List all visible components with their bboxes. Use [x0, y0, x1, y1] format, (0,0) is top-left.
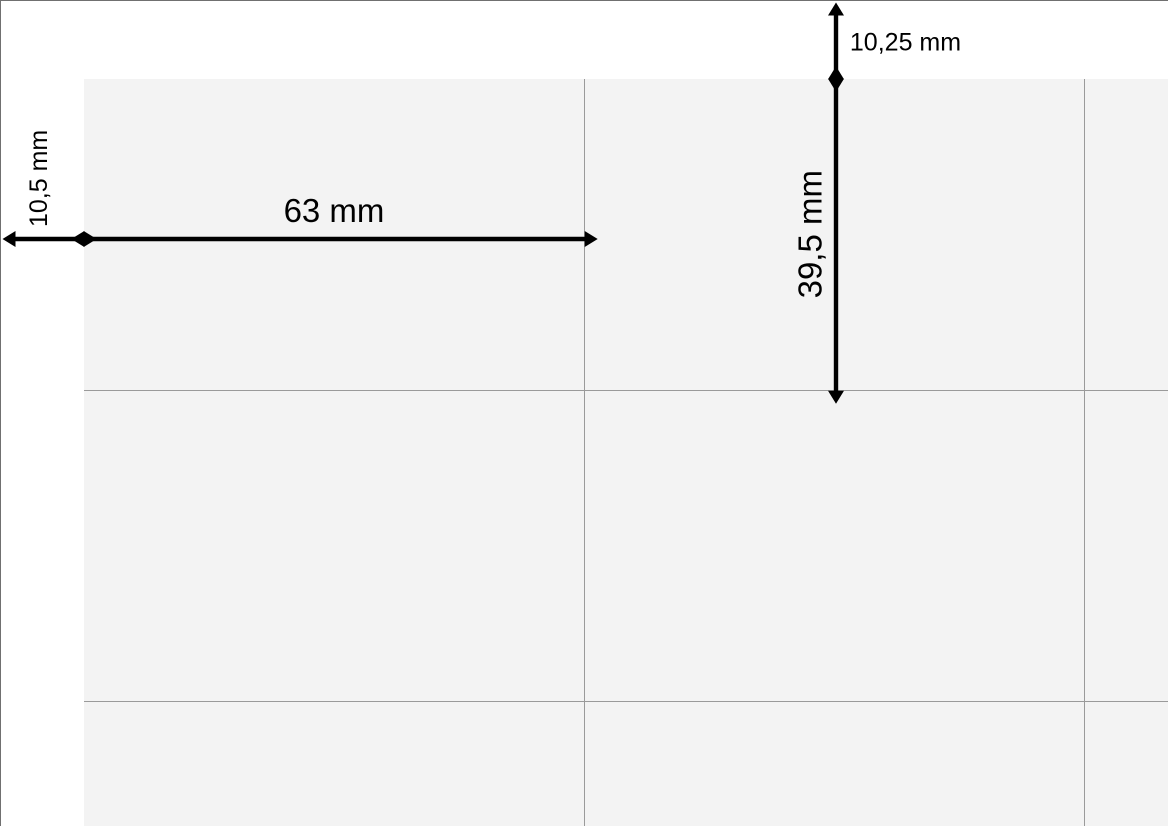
- svg-text:63 mm: 63 mm: [284, 192, 385, 229]
- svg-text:10,5 mm: 10,5 mm: [25, 130, 53, 227]
- svg-text:10,25 mm: 10,25 mm: [850, 28, 961, 56]
- svg-text:39,5 mm: 39,5 mm: [792, 170, 829, 298]
